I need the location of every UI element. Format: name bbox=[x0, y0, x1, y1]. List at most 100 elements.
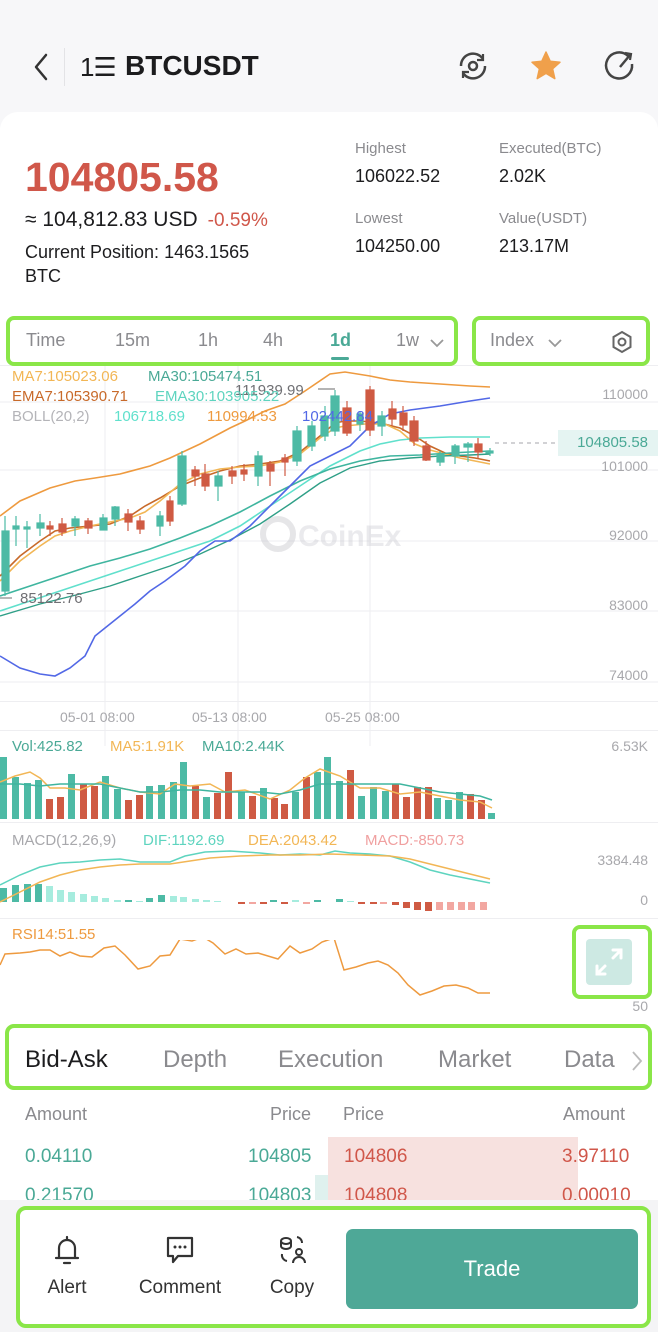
bottom-action-bar: Alert Comment Copy Trade bbox=[0, 1200, 658, 1332]
stat-label: Executed(BTC) bbox=[499, 140, 602, 157]
trade-button[interactable]: Trade bbox=[346, 1229, 638, 1309]
chevron-down-icon[interactable] bbox=[430, 338, 444, 348]
position-value: 1463.1565 bbox=[164, 242, 250, 262]
share-button[interactable] bbox=[602, 48, 638, 84]
legend-rsi: RSI14:51.55 bbox=[12, 926, 96, 943]
back-icon bbox=[34, 53, 48, 81]
macd-chart[interactable] bbox=[0, 850, 500, 916]
tab-15m[interactable]: 15m bbox=[115, 330, 151, 350]
bid-amount-header: Amount bbox=[25, 1104, 88, 1124]
usd-equivalent-row: ≈ 104,812.83 USD -0.59% bbox=[25, 208, 268, 232]
legend-boll: BOLL(20,2) bbox=[12, 408, 90, 425]
legend-ma7: MA7:105023.06 bbox=[12, 368, 118, 385]
volume-max-label: 6.53K bbox=[611, 738, 648, 754]
ask-price[interactable]: 104806 bbox=[344, 1146, 408, 1167]
y-axis-label: 92000 bbox=[609, 527, 648, 543]
active-tab-indicator bbox=[331, 357, 349, 360]
market-tabs-section: Bid-Ask Depth Execution Market Data Amou… bbox=[0, 1020, 658, 1206]
sync-view-icon bbox=[459, 52, 487, 80]
tab-depth[interactable]: Depth bbox=[163, 1046, 228, 1073]
stat-highest: Highest 106022.52 bbox=[355, 140, 440, 187]
tab-data[interactable]: Data bbox=[564, 1046, 615, 1073]
tab-4h[interactable]: 4h bbox=[263, 330, 284, 350]
change-percent: -0.59% bbox=[207, 210, 268, 231]
alert-button[interactable]: Alert bbox=[40, 1234, 94, 1299]
current-price-tag: 104805.58 bbox=[558, 430, 658, 456]
legend-macd-title: MACD(12,26,9) bbox=[12, 832, 117, 849]
last-price: 104805.58 bbox=[25, 154, 219, 200]
low-marker: 85122.76 bbox=[20, 590, 83, 607]
macd-y-zero: 0 bbox=[640, 892, 648, 908]
fullscreen-icon bbox=[595, 948, 623, 976]
comment-icon bbox=[166, 1236, 194, 1264]
divider bbox=[0, 701, 658, 702]
divider bbox=[64, 48, 65, 86]
y-axis-label: 110000 bbox=[602, 386, 648, 402]
legend-macd: MACD:-850.73 bbox=[365, 832, 465, 849]
legend-dea: DEA:2043.42 bbox=[248, 832, 338, 849]
stat-executed: Executed(BTC) 2.02K bbox=[499, 140, 602, 187]
tab-bid-ask[interactable]: Bid-Ask bbox=[25, 1046, 108, 1073]
legend-boll-up: 110994.53 bbox=[207, 408, 277, 425]
divider bbox=[0, 918, 658, 919]
copy-trade-button[interactable]: Copy bbox=[264, 1234, 320, 1299]
stat-value: 2.02K bbox=[499, 166, 547, 186]
top-bar: 1☰ BTCUSDT bbox=[0, 0, 658, 112]
stat-label: Highest bbox=[355, 140, 406, 157]
tab-time[interactable]: Time bbox=[26, 330, 66, 350]
svg-text:CoinEx: CoinEx bbox=[298, 520, 402, 553]
legend-vol-ma5: MA5:1.91K bbox=[110, 738, 185, 755]
position-unit: BTC bbox=[25, 266, 61, 286]
settings-hex-icon[interactable] bbox=[610, 330, 634, 354]
back-button[interactable] bbox=[28, 48, 56, 86]
pair-menu-icon[interactable]: 1☰ bbox=[80, 52, 117, 82]
tab-execution[interactable]: Execution bbox=[278, 1046, 384, 1073]
comment-label: Comment bbox=[138, 1277, 222, 1298]
tab-market[interactable]: Market bbox=[438, 1046, 512, 1073]
ask-price-header: Price bbox=[343, 1104, 385, 1124]
ask-amount-header: Amount bbox=[563, 1104, 626, 1124]
legend-boll-mid: 106718.69 bbox=[114, 408, 185, 425]
legend-dif: DIF:1192.69 bbox=[143, 832, 225, 849]
ask-depth-bar bbox=[328, 1137, 578, 1200]
copy-trade-icon bbox=[280, 1236, 306, 1264]
index-dropdown[interactable]: Index bbox=[490, 330, 535, 350]
y-axis-label: 83000 bbox=[609, 597, 648, 613]
expand-chart-button[interactable] bbox=[572, 925, 652, 999]
expand-button-bg bbox=[586, 939, 632, 985]
rsi-chart[interactable] bbox=[0, 940, 500, 1010]
sync-view-button[interactable] bbox=[455, 48, 491, 84]
x-axis-label: 05-13 08:00 bbox=[192, 709, 267, 725]
bid-amount[interactable]: 0.04110 bbox=[25, 1146, 93, 1167]
bid-depth-bar bbox=[315, 1175, 328, 1200]
candlestick-chart[interactable]: CoinEx bbox=[0, 366, 658, 746]
tab-1h[interactable]: 1h bbox=[198, 330, 219, 350]
pair-title[interactable]: BTCUSDT bbox=[125, 50, 259, 81]
ask-amount[interactable]: 3.97110 bbox=[562, 1146, 630, 1167]
legend-vol: Vol:425.82 bbox=[12, 738, 83, 755]
legend-ema30: EMA30:103905.22 bbox=[155, 388, 280, 405]
tab-1d[interactable]: 1d bbox=[330, 330, 352, 350]
market-tabs: Bid-Ask Depth Execution Market Data bbox=[5, 1024, 652, 1090]
tab-1w[interactable]: 1w bbox=[396, 330, 420, 350]
favorite-star-icon bbox=[531, 51, 561, 80]
share-icon bbox=[604, 51, 634, 80]
stat-label: Lowest bbox=[355, 210, 403, 227]
stat-value: 213.17M bbox=[499, 236, 570, 256]
price-summary: 104805.58 ≈ 104,812.83 USD -0.59% Current… bbox=[0, 112, 658, 308]
stat-value-usdt: Value(USDT) 213.17M bbox=[499, 210, 587, 257]
y-axis-label: 74000 bbox=[609, 667, 648, 683]
chevron-down-icon[interactable] bbox=[548, 338, 562, 348]
favorite-button[interactable] bbox=[528, 48, 564, 84]
bid-price[interactable]: 104805 bbox=[248, 1146, 312, 1167]
legend-boll-low: 102442.84 bbox=[302, 408, 373, 425]
stat-label: Value(USDT) bbox=[499, 210, 588, 227]
alert-label: Alert bbox=[47, 1277, 87, 1298]
divider bbox=[0, 822, 658, 823]
x-axis-label: 05-25 08:00 bbox=[325, 709, 400, 725]
chevron-right-icon[interactable] bbox=[631, 1050, 643, 1072]
volume-chart[interactable] bbox=[0, 754, 500, 822]
copy-label: Copy bbox=[269, 1277, 315, 1298]
comment-button[interactable]: Comment bbox=[130, 1234, 230, 1299]
position-label: Current Position: bbox=[25, 242, 165, 262]
